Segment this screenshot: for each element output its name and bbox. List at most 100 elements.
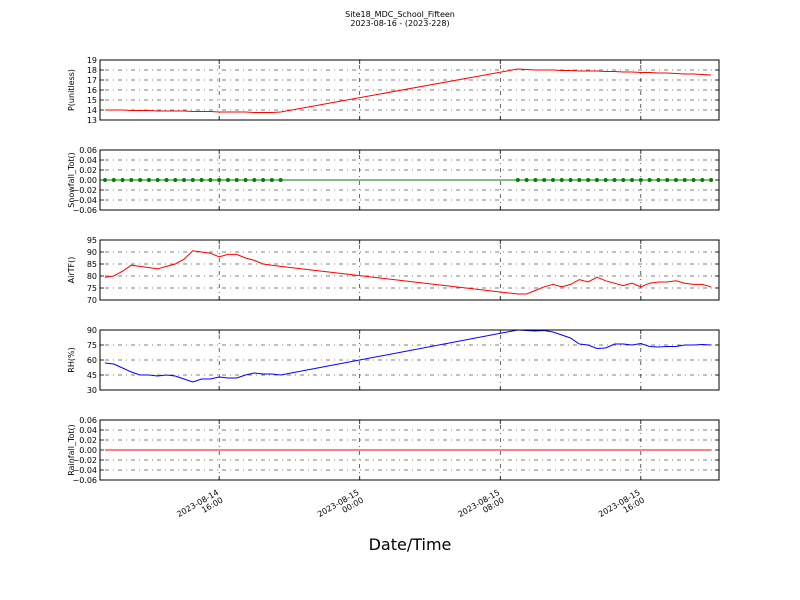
data-point <box>234 178 239 182</box>
data-point <box>120 178 125 182</box>
data-point <box>146 178 151 182</box>
y-tick-label: −0.04 <box>72 466 97 475</box>
y-tick-label: 0.04 <box>79 426 97 435</box>
y-axis-title: Snowfall_Tot() <box>67 152 76 208</box>
data-point <box>129 178 134 182</box>
y-tick-label: 90 <box>87 326 97 335</box>
y-tick-label: 0.06 <box>79 146 97 155</box>
plot-frame <box>99 329 720 391</box>
data-point <box>700 178 705 182</box>
y-axis-title-group: RH(%) <box>67 347 76 372</box>
x-tick-label: 2023-08-1416:00 <box>175 488 224 527</box>
y-tick-label: 90 <box>87 248 97 257</box>
y-tick-label: 45 <box>87 371 97 380</box>
y-tick-label: 16 <box>87 86 97 95</box>
data-point <box>638 178 643 182</box>
y-tick-label: 0.02 <box>79 166 97 175</box>
data-point <box>155 178 160 182</box>
data-point <box>164 178 169 182</box>
y-tick-label: 30 <box>87 386 97 395</box>
y-tick-label: 0.00 <box>79 446 97 455</box>
y-tick-label: 0.00 <box>79 176 97 185</box>
y-tick-label: 70 <box>87 296 97 305</box>
data-point <box>190 178 195 182</box>
data-point <box>647 178 652 182</box>
data-point <box>252 178 257 182</box>
y-axis-title: Rainfall_Tot() <box>67 424 76 476</box>
x-tick-label: 2023-08-1508:00 <box>457 488 506 527</box>
y-tick-label: −0.06 <box>72 476 97 485</box>
y-tick-label: −0.04 <box>72 196 97 205</box>
x-tick-group: 2023-08-1516:00 <box>597 488 646 527</box>
data-point <box>243 178 248 182</box>
data-line <box>104 250 712 295</box>
y-tick-label: 13 <box>87 116 97 125</box>
y-tick-label: 17 <box>87 76 97 85</box>
y-tick-label: 15 <box>87 96 97 105</box>
x-tick-group: 2023-08-1508:00 <box>457 488 506 527</box>
data-point <box>621 178 626 182</box>
data-point <box>515 178 520 182</box>
y-axis-title: RH(%) <box>67 347 76 372</box>
y-tick-label: 95 <box>87 236 97 245</box>
data-point <box>586 178 591 182</box>
data-point <box>533 178 538 182</box>
y-tick-label: 14 <box>87 106 97 115</box>
plot-frame <box>99 239 720 301</box>
y-tick-label: 80 <box>87 272 97 281</box>
data-point <box>269 178 274 182</box>
chart-subtitle: 2023-08-16 - (2023-228) <box>350 19 449 28</box>
data-point <box>682 178 687 182</box>
y-tick-label: 0.04 <box>79 156 97 165</box>
data-point <box>612 178 617 182</box>
y-tick-label: −0.02 <box>72 456 97 465</box>
x-axis-title: Date/Time <box>369 535 452 554</box>
data-point <box>550 178 555 182</box>
data-point <box>138 178 143 182</box>
chart-title: Site18_MDC_School_Fifteen <box>345 10 455 19</box>
x-tick-label: 2023-08-1516:00 <box>597 488 646 527</box>
plot-frame <box>99 149 720 211</box>
data-point <box>568 178 573 182</box>
y-tick-label: 19 <box>87 56 97 65</box>
y-tick-label: −0.02 <box>72 186 97 195</box>
data-point <box>594 178 599 182</box>
data-point <box>278 178 283 182</box>
data-point <box>102 178 107 182</box>
data-point <box>603 178 608 182</box>
y-tick-label: 60 <box>87 356 97 365</box>
data-point <box>542 178 547 182</box>
y-tick-label: 75 <box>87 341 97 350</box>
data-point <box>559 178 564 182</box>
y-tick-label: 0.02 <box>79 436 97 445</box>
data-point <box>217 178 222 182</box>
y-axis-title-group: Snowfall_Tot() <box>67 152 76 208</box>
y-axis-title-group: Rainfall_Tot() <box>67 424 76 476</box>
data-point <box>225 178 230 182</box>
data-point <box>691 178 696 182</box>
y-axis-title-group: AirTF() <box>67 257 76 284</box>
y-tick-label: 75 <box>87 284 97 293</box>
data-point <box>630 178 635 182</box>
x-tick-label: 2023-08-1500:00 <box>316 488 365 527</box>
data-line <box>104 68 712 113</box>
y-tick-label: −0.06 <box>72 206 97 215</box>
data-point <box>577 178 582 182</box>
data-point <box>665 178 670 182</box>
data-point <box>208 178 213 182</box>
plot-frame <box>99 419 720 481</box>
x-tick-group: 2023-08-1500:00 <box>316 488 365 527</box>
data-point <box>182 178 187 182</box>
data-point <box>111 178 116 182</box>
data-line <box>104 329 712 383</box>
data-point <box>673 178 678 182</box>
y-tick-label: 85 <box>87 260 97 269</box>
data-point <box>524 178 529 182</box>
data-point <box>173 178 178 182</box>
data-point <box>709 178 714 182</box>
plot-frame <box>99 59 720 121</box>
y-axis-title: AirTF() <box>67 257 76 284</box>
data-point <box>261 178 266 182</box>
